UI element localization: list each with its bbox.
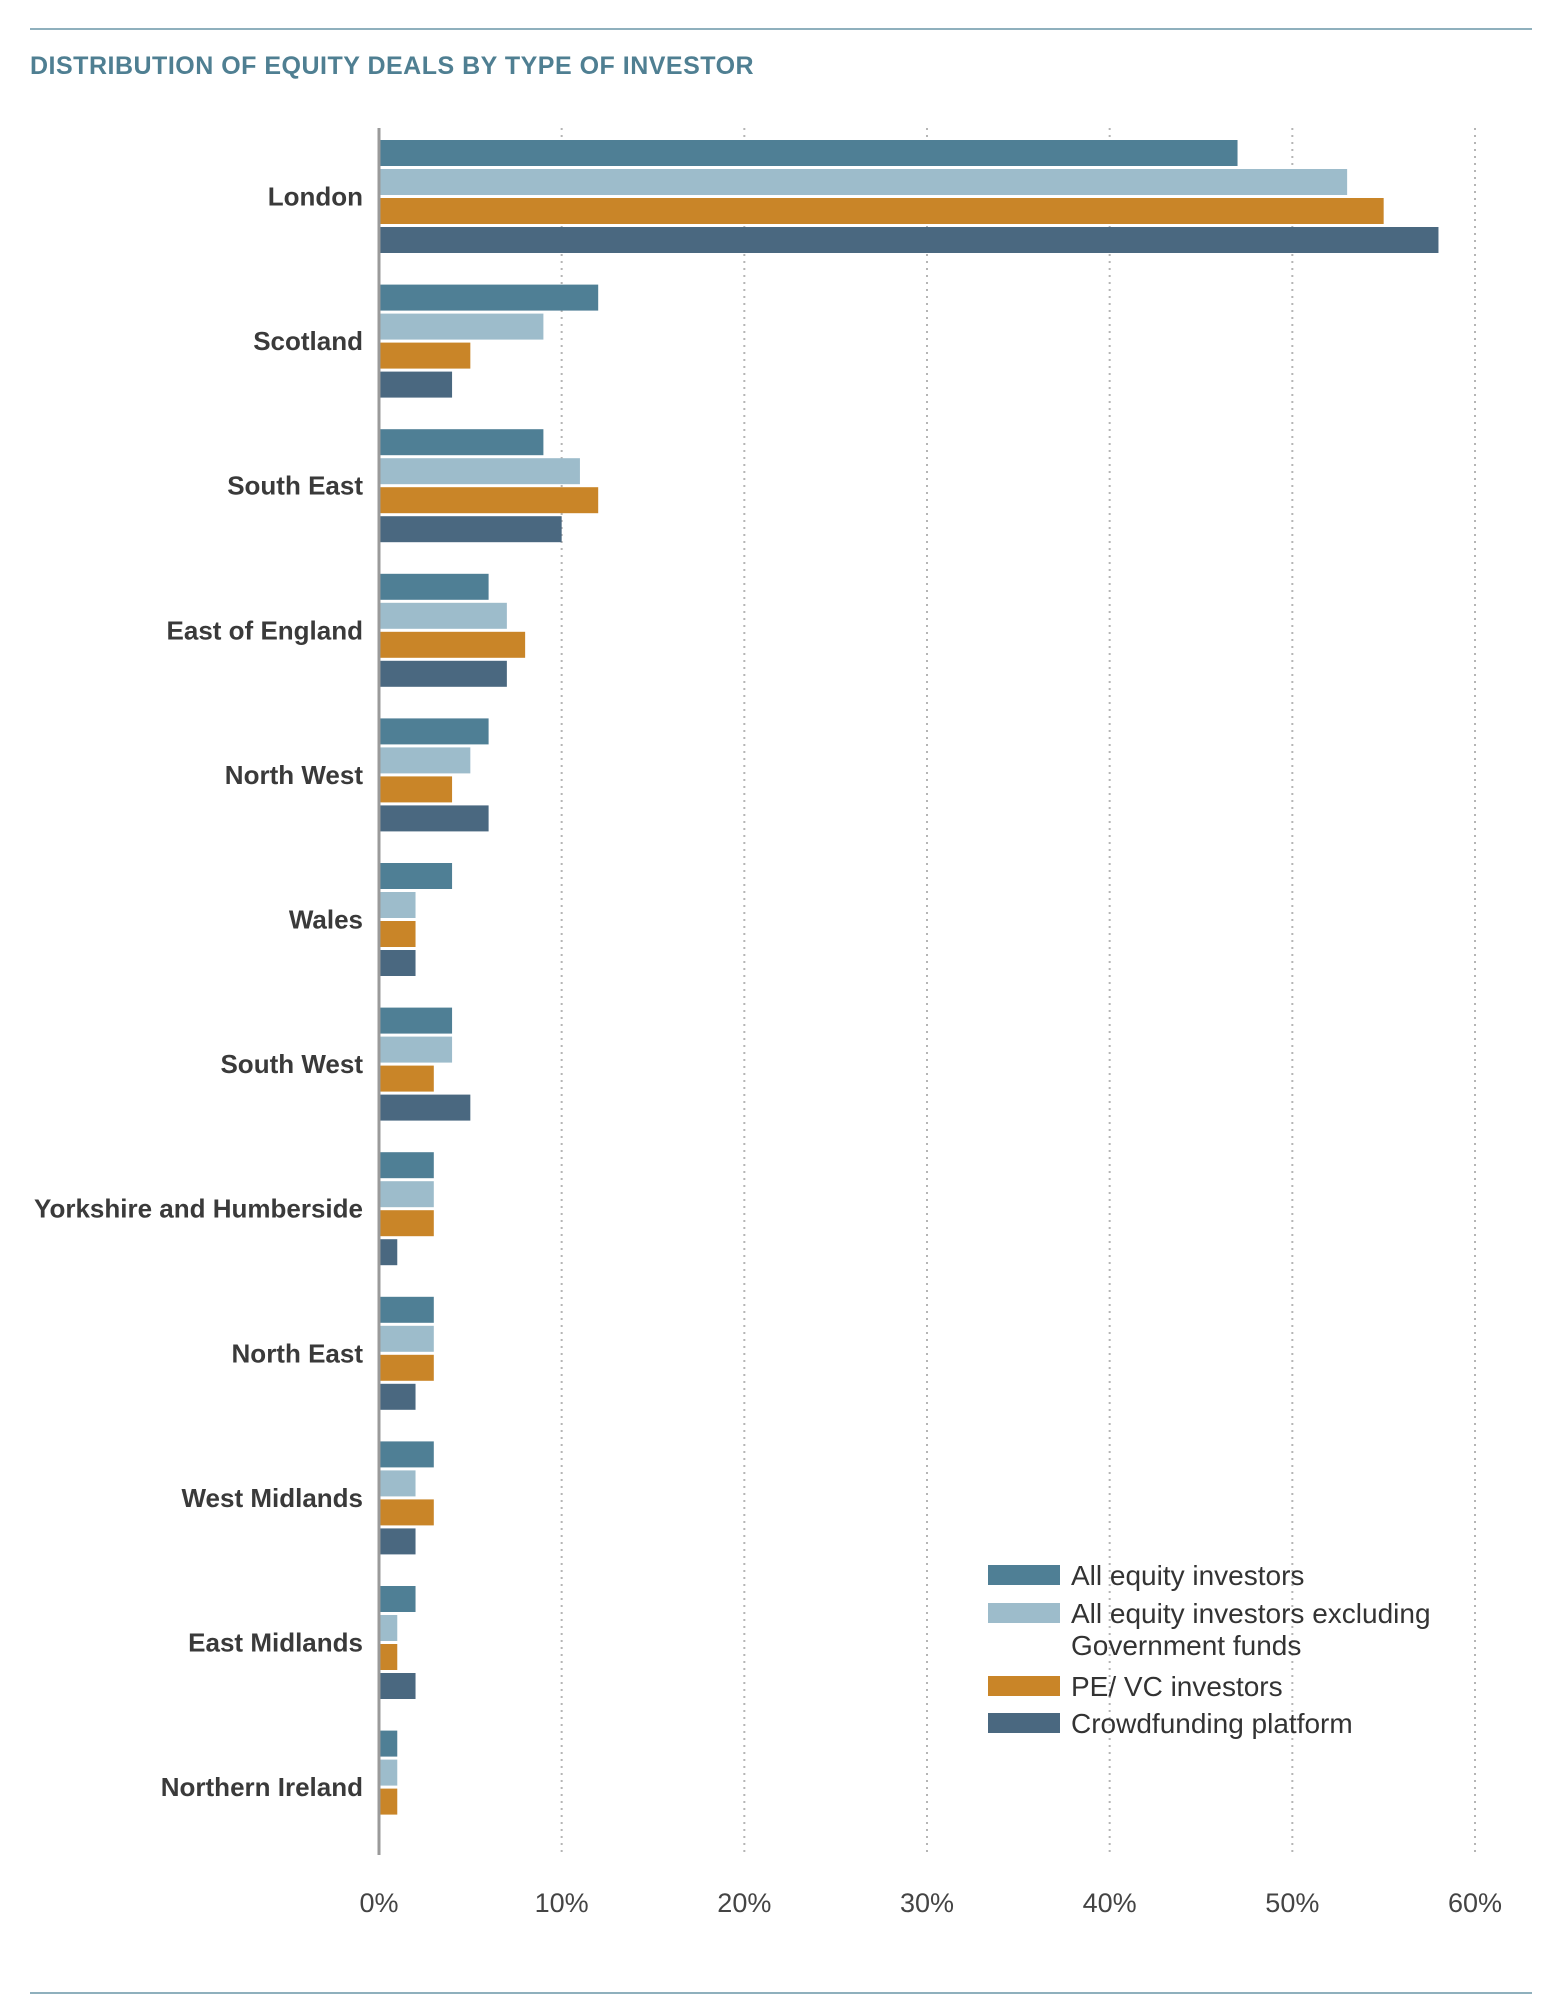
- bar: [379, 1181, 434, 1208]
- bar: [379, 1730, 398, 1757]
- bottom-rule: [30, 1992, 1532, 1994]
- bar: [379, 1007, 453, 1034]
- bar: [379, 458, 580, 485]
- bar: [379, 1065, 434, 1092]
- bar: [379, 1094, 471, 1121]
- legend-swatch: [988, 1603, 1060, 1623]
- bar: [379, 1528, 416, 1555]
- bar: [379, 892, 416, 918]
- category-label: Scotland: [253, 326, 363, 356]
- bar: [379, 921, 416, 947]
- legend-label: Government funds: [1071, 1630, 1301, 1661]
- legend-label: All equity investors excluding: [1071, 1598, 1431, 1629]
- bar: [379, 1673, 416, 1699]
- bar: [379, 371, 453, 398]
- category-label: Wales: [289, 905, 363, 935]
- x-tick-label: 30%: [900, 1888, 954, 1918]
- bar: [379, 429, 544, 456]
- bar: [379, 198, 1384, 224]
- bar: [379, 487, 599, 514]
- x-tick-label: 40%: [1083, 1888, 1137, 1918]
- bar: [379, 1239, 398, 1266]
- bar: [379, 776, 453, 803]
- category-label: South East: [227, 471, 363, 501]
- bar: [379, 1499, 434, 1526]
- legend-swatch: [988, 1676, 1060, 1696]
- category-label: London: [268, 182, 363, 212]
- top-rule: [30, 28, 1532, 30]
- category-label: East Midlands: [188, 1628, 363, 1658]
- bar: [379, 1383, 416, 1410]
- bar: [379, 1210, 434, 1237]
- bar: [379, 1152, 434, 1179]
- bar: [379, 169, 1348, 195]
- category-label: North West: [225, 760, 364, 790]
- bar: [379, 1644, 398, 1670]
- bar: [379, 227, 1439, 253]
- bar: [379, 1470, 416, 1497]
- x-tick-label: 10%: [535, 1888, 589, 1918]
- x-tick-label: 20%: [717, 1888, 771, 1918]
- bar: [379, 1586, 416, 1612]
- bar: [379, 747, 471, 774]
- bar: [379, 1788, 398, 1815]
- bar: [379, 950, 416, 976]
- category-label: Yorkshire and Humberside: [34, 1194, 363, 1224]
- bar: [379, 1759, 398, 1786]
- bar: [379, 1354, 434, 1381]
- bar: [379, 1325, 434, 1352]
- chart-title: DISTRIBUTION OF EQUITY DEALS BY TYPE OF …: [30, 52, 755, 80]
- category-label: West Midlands: [181, 1483, 363, 1513]
- legend-label: PE/ VC investors: [1071, 1671, 1283, 1702]
- x-tick-label: 50%: [1265, 1888, 1319, 1918]
- bar: [379, 1036, 453, 1063]
- legend-label: All equity investors: [1071, 1560, 1304, 1591]
- category-label: North East: [232, 1338, 364, 1368]
- legend-swatch: [988, 1713, 1060, 1733]
- bar: [379, 1615, 398, 1641]
- bar: [379, 516, 562, 543]
- bar: [379, 1441, 434, 1468]
- bar: [379, 602, 507, 629]
- bar: [379, 342, 471, 369]
- bar: [379, 313, 544, 340]
- category-label: Northern Ireland: [161, 1772, 363, 1802]
- bar: [379, 284, 599, 311]
- bar: [379, 1296, 434, 1323]
- legend-label: Crowdfunding platform: [1071, 1708, 1353, 1739]
- category-label: South West: [220, 1049, 363, 1079]
- bar: [379, 660, 507, 687]
- x-tick-label: 60%: [1448, 1888, 1502, 1918]
- bar: [379, 573, 489, 600]
- bar: [379, 140, 1238, 166]
- bar: [379, 718, 489, 745]
- bar: [379, 631, 526, 658]
- bar: [379, 805, 489, 832]
- x-tick-label: 0%: [359, 1888, 398, 1918]
- category-label: East of England: [167, 615, 363, 645]
- legend-swatch: [988, 1565, 1060, 1585]
- bar: [379, 863, 453, 889]
